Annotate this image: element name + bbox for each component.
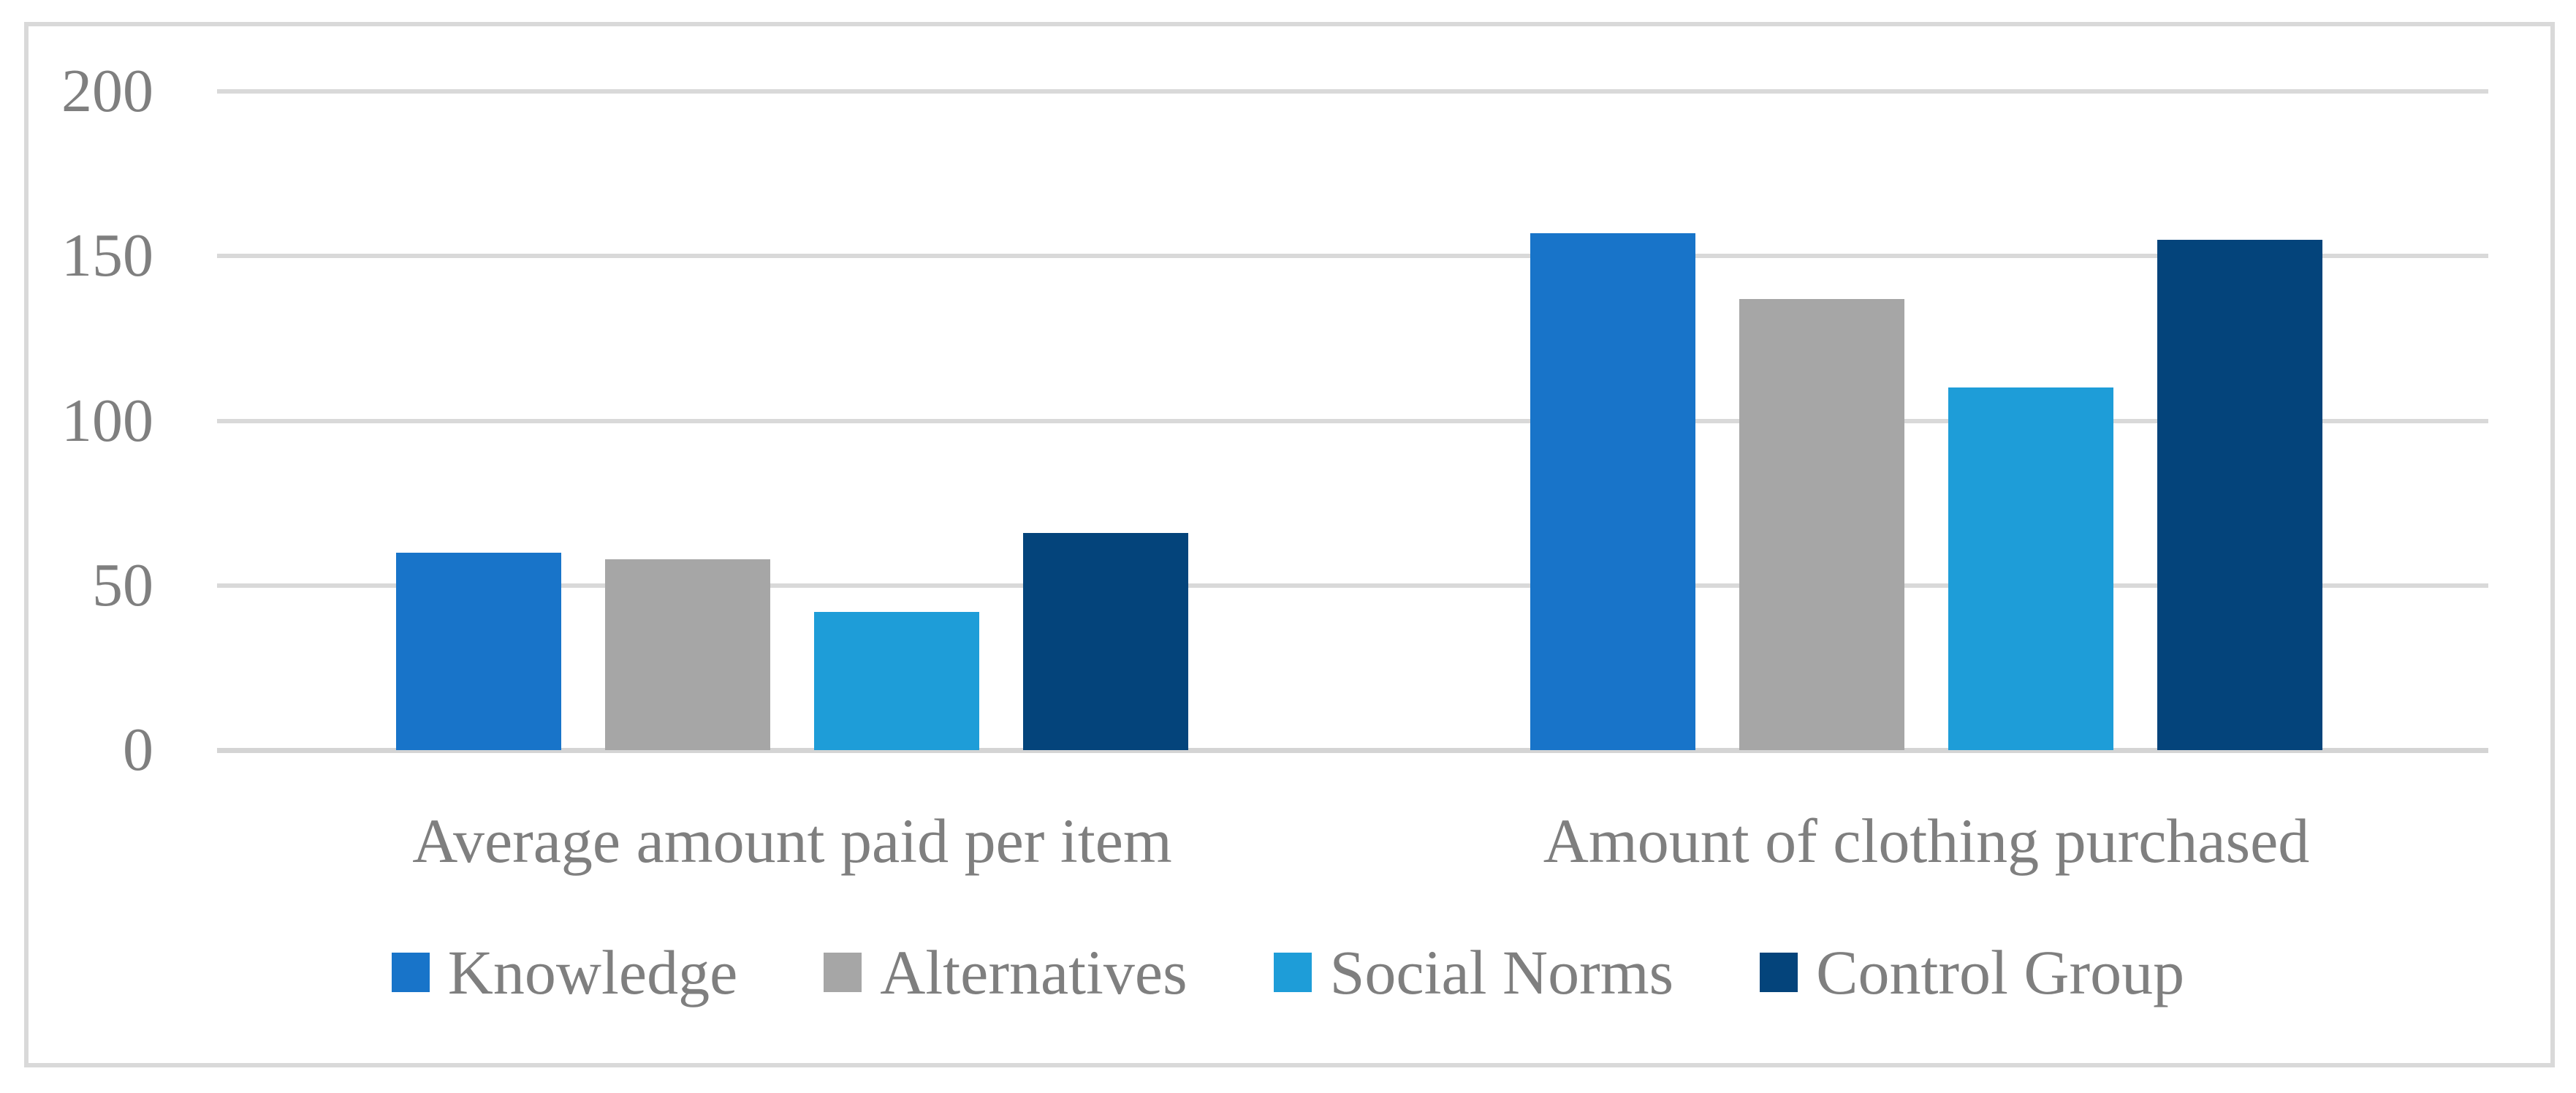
gridline-0	[217, 748, 2488, 753]
legend-swatch-knowledge	[391, 953, 430, 992]
gridline-150	[217, 254, 2488, 259]
bar-group-average-amount-paid-per-item	[396, 533, 1188, 750]
legend-item-alternatives: Alternatives	[824, 937, 1188, 1007]
bar-social-norms-amount-of-clothing-purchased	[1948, 387, 2113, 750]
gridline-100	[217, 418, 2488, 423]
gridline-50	[217, 583, 2488, 588]
plot-area	[217, 89, 2488, 753]
legend-item-knowledge: Knowledge	[391, 937, 738, 1007]
y-tick-label-0: 0	[123, 716, 153, 784]
gridline-200	[217, 89, 2488, 94]
legend-label-knowledge: Knowledge	[447, 937, 738, 1007]
legend-swatch-control-group	[1760, 953, 1798, 992]
bar-control-group-amount-of-clothing-purchased	[2157, 240, 2322, 750]
legend-swatch-alternatives	[824, 953, 862, 992]
bar-social-norms-average-amount-paid-per-item	[814, 612, 979, 750]
legend-item-control-group: Control Group	[1760, 941, 2184, 1004]
legend-swatch-social-norms	[1273, 953, 1312, 992]
legend-item-social-norms: Social Norms	[1273, 937, 1674, 1007]
bar-knowledge-average-amount-paid-per-item	[396, 553, 561, 750]
bar-control-group-average-amount-paid-per-item	[1023, 533, 1188, 750]
legend-label-social-norms: Social Norms	[1329, 937, 1674, 1007]
y-tick-label-100: 100	[61, 386, 153, 455]
legend-label-alternatives: Alternatives	[880, 937, 1188, 1007]
y-tick-label-50: 50	[92, 551, 153, 619]
bar-knowledge-amount-of-clothing-purchased	[1530, 233, 1695, 750]
chart-legend: Knowledge Alternatives Social Norms Control…	[0, 934, 2576, 1010]
category-label-average-amount-paid-per-item: Average amount paid per item	[412, 806, 1172, 876]
y-tick-label-200: 200	[61, 57, 153, 125]
bar-alternatives-amount-of-clothing-purchased	[1739, 299, 1904, 750]
y-tick-label-150: 150	[61, 222, 153, 290]
bar-group-amount-of-clothing-purchased	[1530, 233, 2322, 750]
chart-border	[24, 22, 2555, 1067]
category-label-amount-of-clothing-purchased: Amount of clothing purchased	[1543, 806, 2310, 876]
bar-alternatives-average-amount-paid-per-item	[605, 559, 770, 750]
legend-label-control-group: Control Group	[1816, 937, 2185, 1007]
